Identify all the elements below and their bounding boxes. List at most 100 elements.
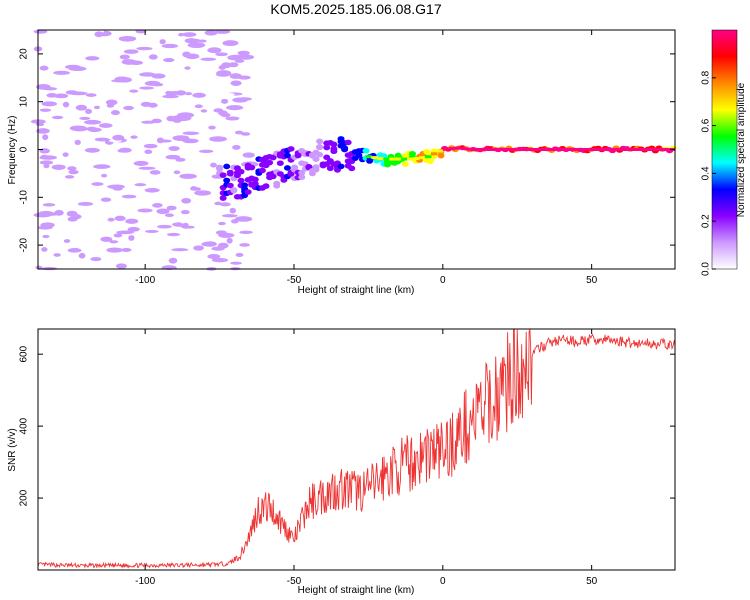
spectrogram-cell bbox=[53, 70, 70, 75]
spectrogram-cell bbox=[194, 190, 212, 196]
spectrogram-cell bbox=[85, 56, 100, 61]
spectrogram-cell bbox=[496, 148, 503, 151]
spectrogram-y-tick-label: -20 bbox=[19, 237, 30, 252]
spectrogram-cell bbox=[85, 93, 97, 97]
spectrogram-cell bbox=[316, 151, 324, 158]
spectrogram-cell bbox=[239, 230, 253, 235]
spectrogram-cell bbox=[484, 148, 491, 151]
snr-x-tick-label: -50 bbox=[287, 576, 302, 587]
spectrogram-cell bbox=[67, 248, 82, 253]
spectrogram-cell bbox=[217, 242, 229, 249]
spectrogram-cell bbox=[615, 148, 622, 151]
spectrogram-cell bbox=[100, 197, 112, 202]
snr-y-tick-label: 600 bbox=[19, 345, 30, 362]
spectrogram-cell bbox=[209, 136, 227, 142]
spectrogram-cell bbox=[133, 160, 149, 166]
spectrogram-cell bbox=[166, 232, 181, 237]
spectrogram-cell bbox=[341, 146, 349, 153]
spectrogram-cell bbox=[116, 230, 135, 235]
spectrogram-cell bbox=[266, 159, 274, 166]
spectrogram-cell bbox=[184, 38, 198, 44]
spectrogram-cell bbox=[316, 138, 324, 145]
spectrogram-cell bbox=[159, 39, 166, 45]
spectrogram-cell bbox=[639, 148, 646, 151]
spectrogram-cell bbox=[168, 257, 178, 264]
spectrogram-cell bbox=[94, 137, 110, 142]
spectrogram-cell bbox=[207, 47, 222, 54]
spectrogram-cell bbox=[478, 148, 486, 151]
spectrogram-cell bbox=[627, 148, 634, 151]
spectrogram-cell bbox=[118, 35, 137, 42]
spectrogram-cell bbox=[185, 53, 200, 60]
spectrogram-cell bbox=[514, 148, 521, 151]
spectrogram-cell bbox=[226, 105, 244, 111]
spectrogram-cell bbox=[234, 130, 244, 135]
spectrogram-cell bbox=[74, 139, 81, 146]
spectrogram-cell bbox=[651, 148, 658, 151]
spectrogram-cell bbox=[621, 148, 628, 151]
spectrogram-cell bbox=[156, 137, 164, 144]
colorbar-tick-label: 0.8 bbox=[701, 70, 712, 84]
spectrogram-cell bbox=[137, 213, 145, 217]
spectrogram-cell bbox=[287, 171, 295, 177]
spectrogram-cell bbox=[454, 146, 462, 150]
spectrogram-cell bbox=[298, 169, 306, 176]
spectrogram-cell bbox=[337, 136, 345, 142]
spectrogram-cell bbox=[544, 148, 551, 151]
spectrogram-cell bbox=[437, 152, 445, 159]
spectrogram-y-tick-label: 0 bbox=[19, 146, 30, 152]
spectrogram-cell bbox=[138, 166, 156, 170]
spectrogram-cell bbox=[186, 77, 194, 83]
spectrogram-cell bbox=[230, 187, 238, 193]
spectrogram-cell bbox=[199, 149, 214, 154]
spectrogram-x-ticks: -100 -50 0 50 bbox=[135, 30, 598, 286]
spectrogram-cell bbox=[128, 235, 135, 241]
spectrogram-cell bbox=[148, 54, 158, 60]
colorbar-ticks: 0.0 0.2 0.4 0.6 0.8 bbox=[701, 70, 716, 276]
spectrogram-cell bbox=[101, 173, 108, 178]
spectrogram-cell bbox=[226, 170, 234, 177]
spectrogram-cell bbox=[42, 203, 56, 207]
spectrogram-cell bbox=[123, 105, 134, 111]
spectrogram-cell bbox=[178, 32, 185, 37]
spectrogram-cell bbox=[67, 166, 77, 171]
spectrogram-cell bbox=[41, 247, 48, 252]
spectrogram-cell bbox=[77, 201, 94, 206]
spectrogram-cell bbox=[395, 157, 402, 161]
spectrogram-cell bbox=[218, 65, 226, 70]
spectrogram-cell bbox=[237, 50, 250, 56]
spectrogram-x-tick-label: 0 bbox=[440, 275, 446, 286]
spectrogram-cell bbox=[173, 170, 181, 175]
spectrogram-cell bbox=[114, 76, 129, 82]
spectrogram-cell bbox=[502, 148, 509, 151]
spectrogram-cell bbox=[365, 155, 372, 159]
spectrogram-cell bbox=[344, 139, 352, 146]
spectrogram-cell bbox=[217, 221, 226, 226]
spectrogram-cell bbox=[93, 105, 100, 110]
spectrogram-cell bbox=[144, 187, 160, 193]
spectrogram-cell bbox=[448, 147, 456, 151]
spectrogram-cell bbox=[248, 164, 256, 171]
spectrogram-cell bbox=[168, 146, 180, 151]
spectrogram-cell bbox=[85, 108, 92, 115]
spectrogram-cell bbox=[144, 229, 159, 233]
spectrogram-cell bbox=[75, 104, 88, 111]
colorbar: 0.0 0.2 0.4 0.6 0.8 Normalized spectral ampl… bbox=[701, 29, 747, 276]
spectrogram-cells bbox=[30, 29, 677, 271]
spectrogram-cell bbox=[585, 148, 593, 151]
spectrogram-cell bbox=[241, 132, 251, 136]
spectrogram-cell bbox=[109, 240, 119, 244]
spectrogram-cell bbox=[83, 119, 102, 125]
spectrogram-cell bbox=[244, 189, 252, 195]
spectrogram-cell bbox=[93, 164, 111, 169]
spectrogram-cell bbox=[657, 148, 664, 151]
snr-y-label: SNR (v/v) bbox=[7, 428, 18, 471]
colorbar-label: Normalized spectral amplitude bbox=[736, 82, 747, 217]
spectrogram-cell bbox=[193, 245, 205, 251]
snr-y-ticks: 200 400 600 bbox=[19, 345, 675, 506]
colorbar-tick-label: 0.6 bbox=[701, 118, 712, 132]
spectrogram-cell bbox=[35, 265, 43, 270]
spectrogram-cell bbox=[223, 163, 231, 170]
spectrogram-cell bbox=[663, 148, 670, 151]
